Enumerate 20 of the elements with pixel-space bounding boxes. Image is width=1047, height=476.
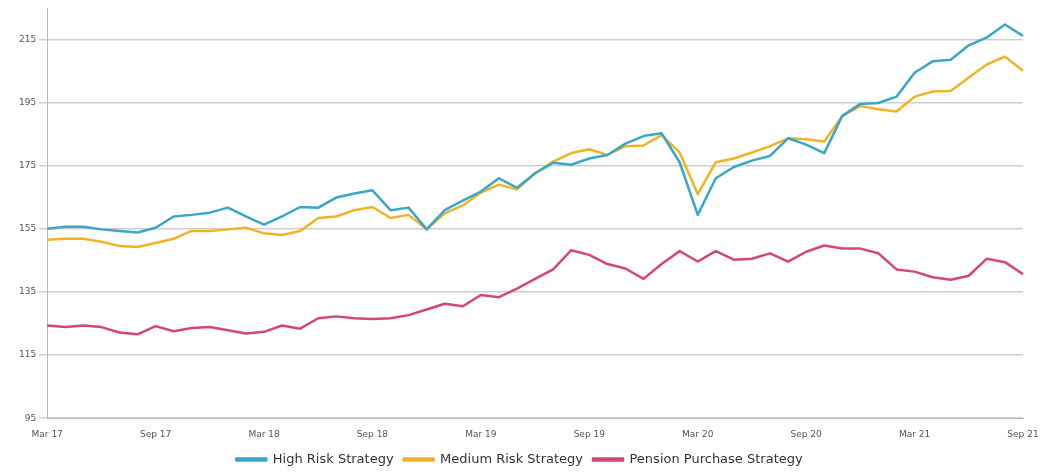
x-tick-label: Mar 21 [898, 428, 931, 439]
x-tick-label: Sep 17 [139, 428, 172, 439]
x-tick-label: Sep 19 [573, 428, 606, 439]
x-tick-label: Sep 20 [790, 428, 823, 439]
legend-label: Medium Risk Strategy [440, 450, 584, 466]
y-tick-label: 115 [18, 349, 37, 360]
y-tick-label: 195 [18, 97, 37, 108]
y-tick-label: 215 [18, 34, 37, 45]
y-tick-label: 95 [24, 412, 37, 423]
legend-label: High Risk Strategy [272, 450, 394, 466]
x-tick-label: Mar 20 [682, 428, 714, 439]
legend-label: Pension Purchase Strategy [629, 450, 803, 466]
x-tick-label: Sep 18 [356, 428, 389, 439]
x-tick-label: Sep 21 [1007, 428, 1039, 439]
x-tick-label: Mar 19 [465, 428, 497, 439]
x-tick-label: Mar 17 [31, 428, 63, 439]
y-tick-label: 135 [18, 286, 37, 297]
x-tick-label: Mar 18 [248, 428, 280, 439]
y-tick-label: 175 [18, 160, 37, 171]
y-tick-label: 155 [18, 223, 37, 234]
